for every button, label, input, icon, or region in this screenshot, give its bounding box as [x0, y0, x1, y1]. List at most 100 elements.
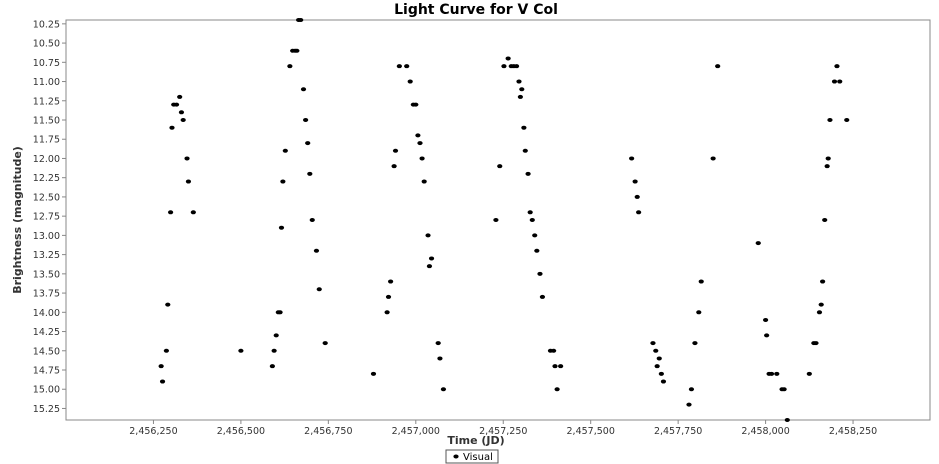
data-point: [415, 133, 421, 138]
data-point: [282, 148, 288, 153]
data-point: [527, 210, 533, 215]
data-point: [437, 356, 443, 361]
y-axis-label: Brightness (magnitude): [11, 146, 24, 294]
data-point: [426, 264, 433, 269]
data-point: [385, 294, 392, 299]
y-tick-label: 11.00: [33, 77, 60, 88]
data-point: [654, 364, 660, 369]
data-point: [820, 279, 826, 284]
y-tick-label: 13.25: [33, 250, 60, 261]
data-point: [287, 64, 293, 69]
data-point: [159, 379, 166, 384]
data-point: [660, 379, 667, 384]
data-point: [822, 218, 828, 222]
data-point: [755, 241, 761, 246]
data-point: [537, 271, 543, 276]
data-point: [629, 156, 635, 161]
data-point: [184, 156, 190, 161]
data-point: [501, 64, 507, 69]
y-tick-label: 14.50: [33, 346, 60, 357]
data-point: [813, 341, 819, 346]
y-tick-label: 15.00: [33, 385, 60, 396]
data-point: [768, 371, 775, 376]
data-point: [273, 333, 279, 338]
data-point: [816, 310, 823, 315]
data-point: [309, 218, 315, 222]
data-point: [238, 348, 244, 353]
data-point: [305, 141, 311, 146]
data-point: [521, 125, 527, 130]
y-tick-label: 14.00: [33, 308, 60, 319]
data-point: [517, 94, 523, 99]
data-point: [532, 233, 538, 238]
data-point: [190, 210, 196, 215]
data-point: [688, 387, 695, 392]
data-point: [784, 418, 790, 422]
data-point: [774, 371, 780, 376]
x-axis: 2,456,250 2,456,500 2,456,750 2,457,000 2,45…: [129, 420, 877, 437]
y-tick-label: 12.50: [33, 192, 60, 203]
data-point: [825, 156, 831, 161]
x-tick-label: 2,456,500: [217, 426, 265, 437]
data-point: [322, 341, 328, 346]
data-point: [696, 310, 702, 315]
data-point: [715, 64, 721, 69]
data-point: [173, 102, 180, 107]
data-point: [167, 210, 174, 215]
data-point: [824, 164, 830, 169]
y-tick-label: 11.75: [33, 135, 60, 146]
data-point: [180, 118, 186, 122]
data-point: [178, 110, 185, 115]
chart-title: Light Curve for V Col: [394, 2, 558, 18]
data-point: [298, 18, 304, 22]
data-point: [278, 225, 285, 230]
data-point: [513, 64, 520, 69]
data-point: [558, 364, 564, 369]
data-point: [519, 87, 525, 92]
legend-box: [445, 449, 499, 464]
y-tick-label: 13.75: [33, 289, 60, 300]
data-point: [650, 341, 656, 346]
y-tick-label: 13.00: [33, 231, 60, 242]
data-point: [425, 233, 431, 238]
data-point: [440, 387, 447, 392]
data-point: [419, 156, 425, 161]
data-point: [781, 387, 787, 392]
y-tick-label: 10.25: [33, 19, 60, 30]
data-point: [316, 287, 322, 292]
data-point: [277, 310, 283, 315]
data-point: [271, 348, 277, 353]
data-point: [534, 248, 540, 253]
data-point: [505, 56, 511, 61]
data-point: [554, 387, 560, 392]
x-tick-label: 2,457,750: [654, 426, 702, 437]
y-tick-label: 10.50: [33, 39, 60, 50]
data-points: [158, 18, 850, 422]
data-point: [818, 302, 824, 307]
data-point: [552, 364, 558, 369]
data-point: [269, 364, 275, 369]
data-point: [280, 179, 286, 184]
legend-entry-visual: Visual: [463, 452, 493, 463]
data-point: [435, 341, 441, 346]
x-tick-label: 2,457,250: [479, 426, 527, 437]
data-point: [493, 218, 499, 222]
data-point: [421, 179, 427, 184]
x-axis-label: Time (JD): [447, 434, 504, 447]
y-axis: 10.25 10.50 10.75 11.00 11.25 11.50 11.75 12.00…: [33, 19, 66, 415]
legend: Visual: [445, 449, 499, 464]
data-point: [413, 102, 419, 107]
data-point: [313, 248, 320, 253]
data-point: [294, 48, 300, 53]
data-point: [529, 218, 535, 222]
data-point: [417, 141, 423, 146]
data-point: [307, 171, 313, 176]
data-point: [686, 402, 692, 407]
data-point: [391, 164, 397, 169]
x-tick-label: 2,456,250: [129, 426, 177, 437]
data-point: [407, 79, 413, 84]
data-point: [497, 164, 503, 169]
data-point: [158, 364, 164, 369]
data-point: [404, 64, 410, 69]
